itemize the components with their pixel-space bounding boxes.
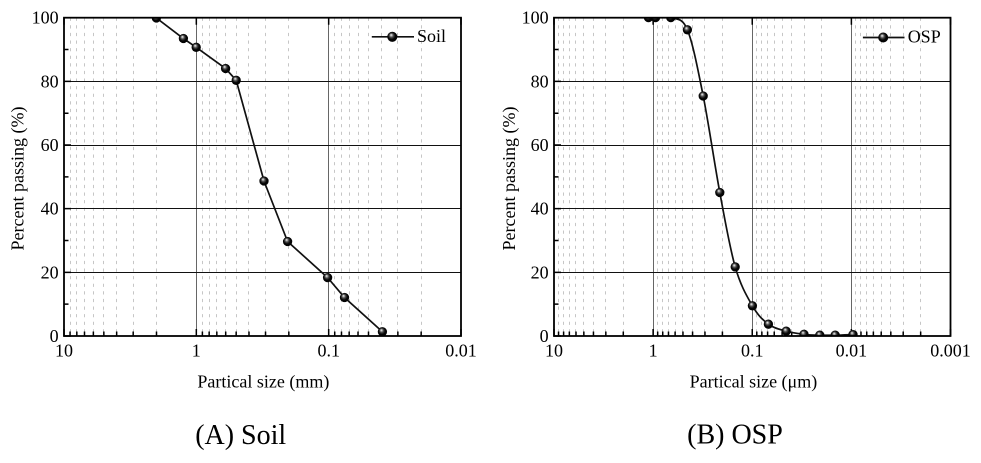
svg-text:10: 10 [55,341,73,361]
svg-text:80: 80 [531,71,549,91]
svg-text:(B) OSP: (B) OSP [687,420,783,451]
svg-text:20: 20 [531,262,549,282]
svg-text:0: 0 [50,326,59,346]
svg-text:100: 100 [522,8,549,28]
svg-text:1: 1 [649,341,658,361]
svg-text:60: 60 [531,135,549,155]
svg-text:40: 40 [41,199,59,219]
svg-text:1: 1 [192,341,201,361]
svg-text:100: 100 [32,8,59,28]
svg-text:(A) Soil: (A) Soil [195,420,286,451]
svg-text:Percent passing (%): Percent passing (%) [8,107,29,251]
svg-text:40: 40 [531,199,549,219]
svg-text:OSP: OSP [908,27,941,47]
svg-text:80: 80 [41,71,59,91]
svg-text:20: 20 [41,262,59,282]
svg-text:0.01: 0.01 [836,341,868,361]
svg-text:0.1: 0.1 [741,341,764,361]
svg-text:10: 10 [545,341,563,361]
svg-text:Percent passing (%): Percent passing (%) [499,107,520,251]
svg-text:Partical size (μm): Partical size (μm) [690,372,818,393]
svg-text:0.01: 0.01 [445,341,477,361]
svg-text:Partical size (mm): Partical size (mm) [197,372,329,393]
svg-text:0: 0 [540,326,549,346]
svg-text:Soil: Soil [417,26,446,46]
svg-text:0.001: 0.001 [930,341,971,361]
svg-text:0.1: 0.1 [317,341,340,361]
svg-text:60: 60 [41,135,59,155]
